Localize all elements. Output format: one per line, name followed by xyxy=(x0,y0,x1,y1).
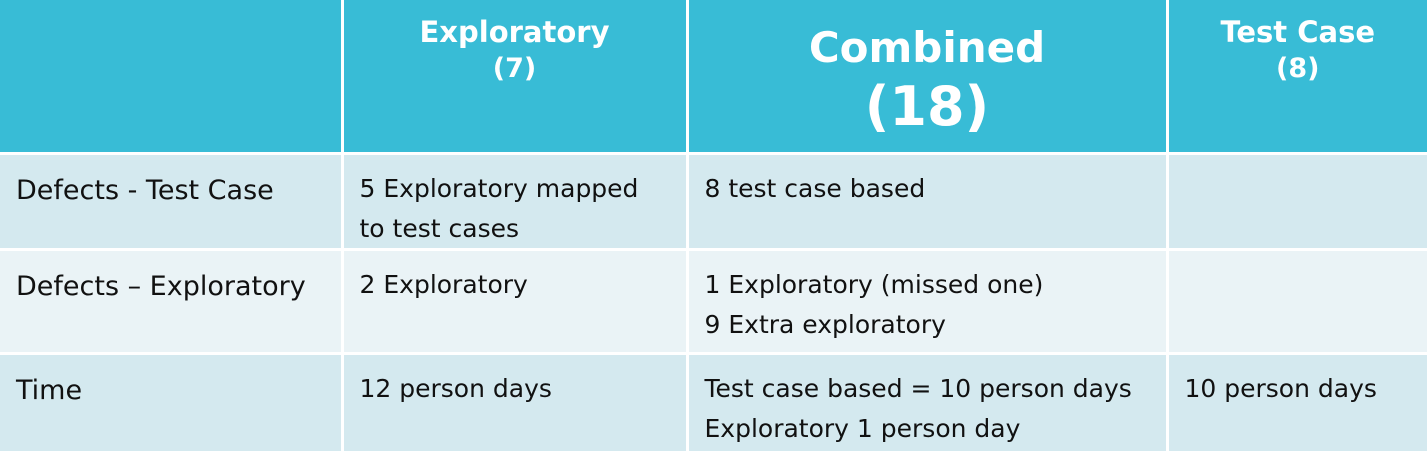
table-cell: 5 Exploratory mapped to test cases xyxy=(343,154,686,248)
header-corner xyxy=(0,0,341,152)
column-header: Test Case (8) xyxy=(1168,0,1427,152)
column-count: (7) xyxy=(492,53,537,84)
cell-line: 12 person days xyxy=(359,373,552,403)
table-cell: 1 Exploratory (missed one) 9 Extra explor… xyxy=(688,250,1166,352)
table-cell: Test case based = 10 person days Explorat… xyxy=(688,354,1166,451)
column-header: Combined (18) xyxy=(688,0,1166,152)
column-header: Exploratory (7) xyxy=(343,0,686,152)
table-cell: 8 test case based xyxy=(688,154,1166,248)
column-title: Exploratory xyxy=(419,15,610,49)
cell-line: 2 Exploratory xyxy=(359,269,528,299)
row-label-text: Defects - Test Case xyxy=(16,174,274,206)
cell-line: 9 Extra exploratory xyxy=(704,309,946,339)
table-cell: 2 Exploratory xyxy=(343,250,686,352)
column-title: Combined xyxy=(808,23,1046,72)
cell-line: 8 test case based xyxy=(704,173,926,203)
table-cell: 10 person days xyxy=(1168,354,1427,451)
row-label-text: Defects – Exploratory xyxy=(16,270,306,302)
column-title: Test Case xyxy=(1220,15,1376,49)
table-cell xyxy=(1168,250,1427,352)
cell-line: Exploratory 1 person day xyxy=(704,413,1021,443)
row-label-text: Time xyxy=(16,374,83,406)
cell-line: 5 Exploratory mapped to test cases xyxy=(359,173,639,243)
cell-line: 10 person days xyxy=(1184,373,1377,403)
column-count: (8) xyxy=(1276,53,1320,84)
column-count: (18) xyxy=(864,75,990,138)
cell-line: 1 Exploratory (missed one) xyxy=(704,269,1044,299)
cell-line: Test case based = 10 person days xyxy=(704,373,1132,403)
table-cell: 12 person days xyxy=(343,354,686,451)
row-label: Time xyxy=(0,354,341,451)
table-cell xyxy=(1168,154,1427,248)
row-label: Defects - Test Case xyxy=(0,154,341,248)
row-label: Defects – Exploratory xyxy=(0,250,341,352)
